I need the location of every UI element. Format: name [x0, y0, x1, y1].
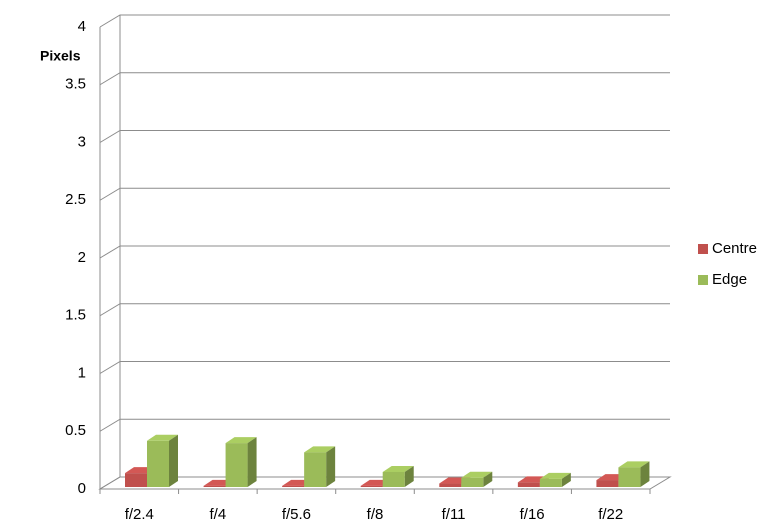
y-tick-label: 0.5: [65, 422, 86, 439]
x-tick-label: f/11: [442, 506, 466, 523]
y-tick-label: 2.5: [65, 191, 86, 208]
bar-top: [539, 472, 571, 479]
bar-front: [304, 452, 327, 487]
bar-front: [147, 440, 169, 487]
legend-swatch: [698, 275, 708, 285]
grid-line: [99, 130, 670, 143]
bar-side: [483, 471, 493, 487]
bar-front: [539, 478, 562, 487]
grid-line: [99, 14, 670, 28]
bar: [461, 471, 493, 487]
legend-swatch: [698, 244, 708, 254]
y-tick-label: 1: [78, 364, 86, 381]
grid-line: [99, 418, 670, 432]
y-tick-label: 2: [78, 249, 86, 266]
y-tick-label: 1.5: [65, 307, 86, 324]
bar-top: [382, 465, 414, 472]
legend-label: Centre: [712, 240, 757, 257]
y-tick-label: 3.5: [65, 76, 86, 93]
bar-front: [125, 473, 147, 487]
bar-top: [461, 471, 493, 478]
bar-top: [147, 434, 178, 441]
bar-side: [561, 472, 571, 487]
bar-side: [326, 446, 336, 487]
y-tick-label: 4: [78, 18, 86, 35]
bar: [304, 446, 336, 487]
bar-side: [247, 437, 257, 487]
grid-line: [99, 245, 670, 259]
bar-side: [404, 465, 414, 487]
x-tick-label: f/5.6: [282, 506, 311, 523]
bar-top: [225, 437, 257, 444]
bar-top: [304, 446, 336, 453]
bar-front: [282, 485, 305, 487]
bar-top: [618, 461, 650, 468]
x-tick-label: f/4: [210, 506, 227, 523]
legend-label: Edge: [712, 271, 747, 288]
bar-front: [382, 471, 405, 487]
x-tick-label: f/22: [598, 506, 623, 523]
grid-line: [99, 72, 670, 86]
grid-line: [99, 187, 670, 201]
bar-side: [169, 434, 178, 487]
bar: [539, 472, 571, 487]
bar-front: [203, 485, 226, 487]
y-axis-label: Pixels: [40, 48, 81, 64]
bar: [225, 437, 257, 487]
x-tick-label: f/2.4: [125, 506, 154, 523]
bar: [618, 461, 650, 487]
bar-front: [439, 483, 462, 487]
x-tick-label: f/16: [520, 506, 545, 523]
bar-front: [618, 467, 641, 487]
y-tick-label: 0: [78, 480, 86, 497]
bar-front: [596, 480, 619, 487]
bar-front: [360, 485, 383, 487]
bar-front: [461, 477, 484, 487]
grid-line: [99, 361, 670, 374]
bar-front: [225, 443, 248, 487]
grid-line: [99, 303, 670, 317]
bar: [147, 434, 178, 487]
x-tick-label: f/8: [367, 506, 384, 523]
y-tick-label: 3: [78, 133, 86, 150]
bar: [382, 465, 414, 487]
bar-side: [640, 461, 650, 487]
bar-front: [517, 482, 540, 487]
